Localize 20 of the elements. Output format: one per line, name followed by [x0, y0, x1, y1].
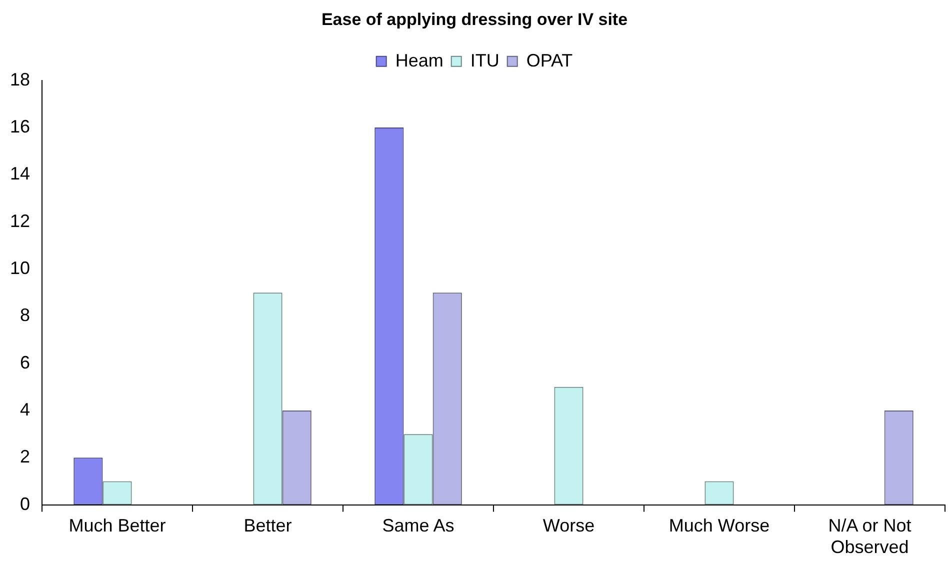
y-tick-label: 16 — [10, 116, 30, 137]
y-tick-label: 12 — [10, 210, 30, 231]
x-tick-label: Better — [244, 516, 292, 536]
y-tick-label: 8 — [20, 305, 30, 326]
x-tick-label: Same As — [382, 516, 454, 536]
y-tick-label: 4 — [20, 399, 30, 420]
y-tick-label: 6 — [20, 352, 30, 372]
x-tick-label: N/A or Not Observed — [828, 516, 912, 558]
legend-label: ITU — [470, 50, 500, 70]
y-tick-label: 0 — [20, 494, 30, 514]
legend-label: OPAT — [526, 50, 573, 70]
x-tick-label: Much Better — [68, 516, 166, 536]
y-tick-label: 10 — [10, 258, 30, 278]
y-tick-label: 2 — [20, 446, 30, 467]
x-tick-label: Much Worse — [668, 516, 770, 536]
y-tick-label: 18 — [10, 69, 30, 90]
legend-label: Heam — [395, 50, 444, 70]
y-tick-label: 14 — [10, 164, 30, 184]
x-tick-label: Worse — [542, 516, 595, 536]
chart-title: Ease of applying dressing over IV site — [321, 10, 628, 29]
